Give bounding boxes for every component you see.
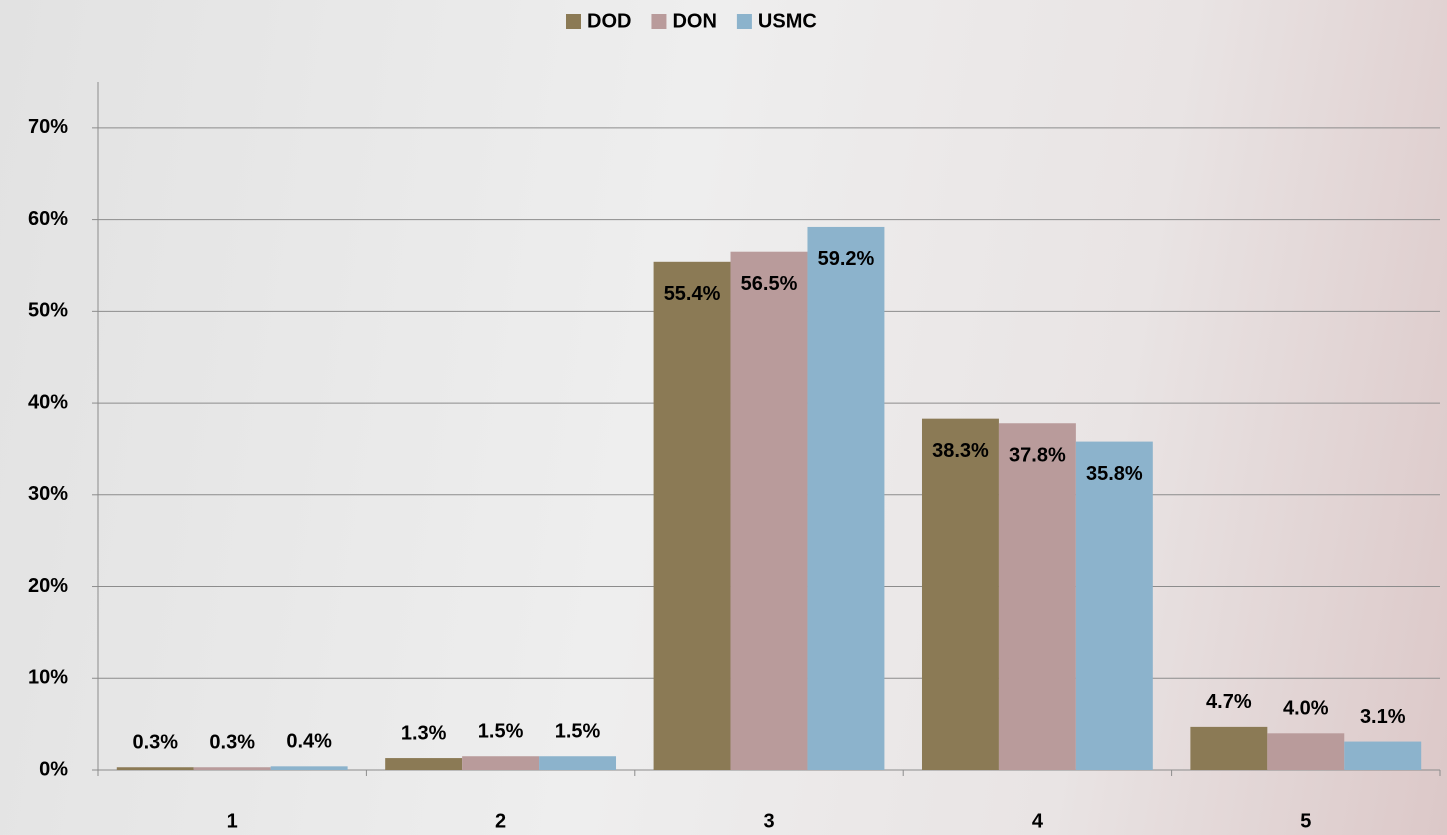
bar <box>270 766 348 770</box>
x-tick-label: 4 <box>1032 810 1044 832</box>
bar <box>1344 741 1422 770</box>
data-label: 0.3% <box>209 732 255 754</box>
data-label: 0.4% <box>286 731 332 753</box>
bar <box>385 758 463 770</box>
bar <box>730 251 808 770</box>
bar <box>1190 726 1268 770</box>
bar <box>462 756 540 770</box>
x-tick-label: 3 <box>763 810 774 832</box>
legend-swatch <box>651 14 667 29</box>
legend-label: DON <box>672 10 716 32</box>
legend-swatch <box>736 14 752 29</box>
bar <box>653 261 731 770</box>
data-label: 37.8% <box>1009 445 1066 467</box>
data-label: 1.5% <box>478 721 524 743</box>
data-label: 0.3% <box>132 732 178 754</box>
x-tick-label: 5 <box>1300 810 1311 832</box>
data-label: 35.8% <box>1086 463 1143 485</box>
data-label: 1.5% <box>555 721 601 743</box>
data-label: 59.2% <box>818 248 875 270</box>
bar <box>1267 733 1345 770</box>
bar <box>1075 441 1153 770</box>
y-tick-label: 20% <box>28 575 68 597</box>
bar <box>998 423 1076 770</box>
y-tick-label: 50% <box>28 300 68 322</box>
y-tick-label: 0% <box>39 758 68 780</box>
y-tick-label: 30% <box>28 483 68 505</box>
data-label: 56.5% <box>741 273 798 295</box>
data-label: 4.0% <box>1283 698 1329 720</box>
data-label: 1.3% <box>401 722 447 744</box>
legend-swatch <box>566 14 581 29</box>
legend-label: USMC <box>758 10 817 32</box>
y-tick-label: 70% <box>28 116 68 138</box>
bar <box>539 756 617 770</box>
y-tick-label: 60% <box>28 208 68 230</box>
data-label: 55.4% <box>664 283 721 305</box>
data-label: 38.3% <box>932 440 989 462</box>
bar <box>921 418 999 770</box>
bar <box>193 767 271 770</box>
data-label: 3.1% <box>1360 706 1406 728</box>
bar <box>807 226 885 770</box>
data-label: 4.7% <box>1206 691 1252 713</box>
legend-label: DOD <box>587 10 631 32</box>
x-tick-label: 2 <box>495 810 506 832</box>
x-tick-label: 1 <box>227 810 238 832</box>
y-tick-label: 40% <box>28 391 68 413</box>
bar <box>116 767 194 770</box>
y-tick-label: 10% <box>28 667 68 689</box>
